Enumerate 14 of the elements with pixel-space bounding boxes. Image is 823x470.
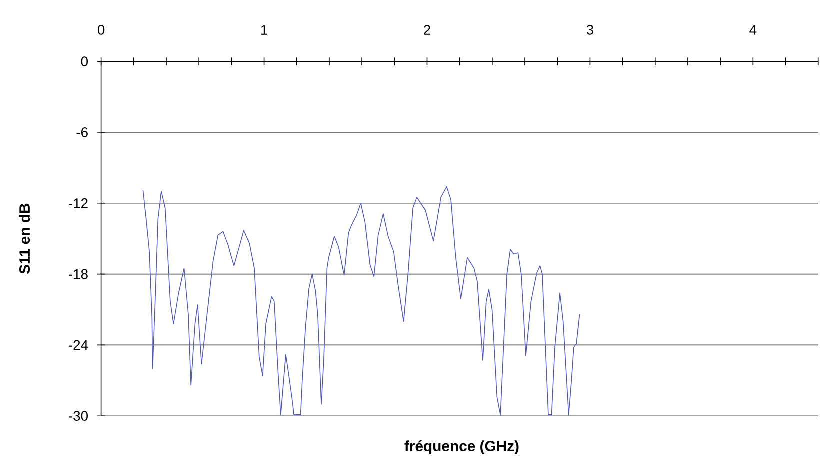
y-tick-label: -6 <box>76 128 88 138</box>
x-tick-label: 2 <box>424 25 430 36</box>
y-tick-label: -30 <box>69 411 88 422</box>
x-tick-label: 3 <box>586 25 594 36</box>
x-tick-label: 0 <box>98 25 105 36</box>
line-series <box>142 186 580 416</box>
y-tick-label: -12 <box>69 198 88 208</box>
y-tick-label: -18 <box>69 269 88 280</box>
y-axis-title: S11 en dB <box>19 204 30 274</box>
y-tick-label: 0 <box>81 56 88 67</box>
x-axis-title: fréquence (GHz) <box>404 440 519 455</box>
x-tick-label: 1 <box>261 25 268 36</box>
y-tick-label: -24 <box>69 340 88 350</box>
x-tick-label: 4 <box>750 25 757 36</box>
